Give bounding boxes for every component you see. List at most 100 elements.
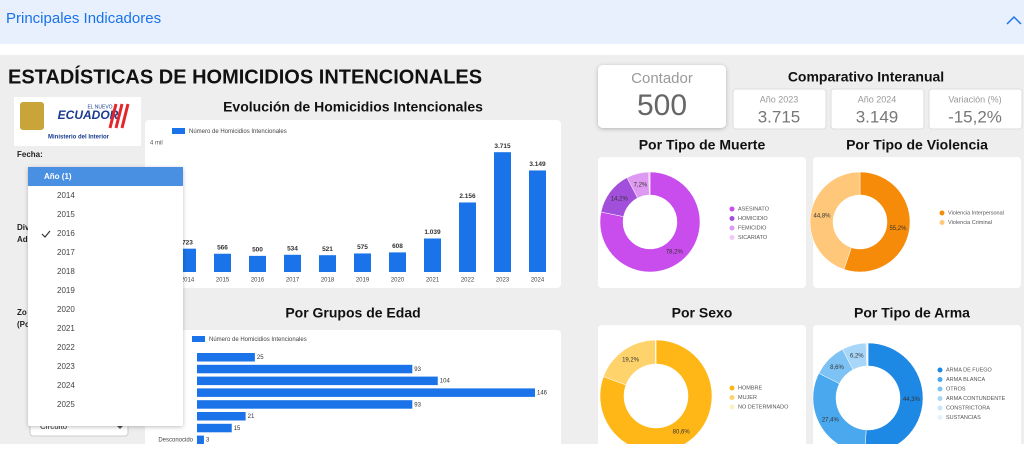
data-label: 27,4% [822,417,840,423]
collapse-icon[interactable] [1006,15,1022,25]
bar [284,254,301,272]
donut-slice [843,171,911,273]
x-tick-label: 2021 [426,278,440,284]
data-label: 3 [206,438,210,444]
comparison-label: Variación (%) [948,94,1001,104]
dropdown-item[interactable]: 2019 [57,286,75,295]
donut-slice [864,342,924,449]
comparison-box [928,88,1023,130]
legend-swatch [729,225,735,231]
legend-label: ARMA DE FUEGO [946,367,993,373]
legend-swatch [937,405,943,411]
x-tick-label: 2019 [356,278,370,284]
header-title: Principales Indicadores [6,10,161,27]
data-label: 44,8% [814,213,832,219]
logo-ministry: Ministerio del Interior [48,135,110,141]
x-tick-label: 2018 [321,278,335,284]
report-title: ESTADÍSTICAS DE HOMICIDIOS INTENCIONALES [8,65,482,88]
dropdown-item[interactable]: 2024 [57,381,75,390]
dropdown-item[interactable]: 2022 [57,343,75,352]
filter-label: Div [17,223,30,232]
dropdown-header[interactable] [28,167,183,186]
donut-slice [599,339,713,449]
legend-swatch [729,206,735,212]
dropdown-item[interactable]: 2014 [57,191,75,200]
chart-title: Evolución de Homicidios Intencionales [223,99,483,115]
dropdown-item[interactable]: 2016 [57,229,75,238]
legend-label: SICARIATO [738,235,768,241]
legend-swatch [937,415,943,420]
data-label: 19,2% [622,358,640,364]
legend-label: Número de Homicidios Intencionales [209,337,307,343]
data-label: 534 [287,245,298,252]
x-tick-label: 2023 [496,278,510,284]
chart-title: Por Tipo de Arma [854,305,970,321]
data-label: 80,6% [673,430,691,436]
donut-slice [648,171,651,196]
bar [389,252,406,272]
legend-swatch [729,395,735,400]
filter-label: Ad [17,235,28,244]
comparison-value: 3.149 [856,107,899,126]
y-tick-label: Desconocido [158,438,193,444]
filter-label: Fecha: [17,150,43,159]
dropdown-item[interactable]: 2020 [57,305,75,314]
x-tick-label: 2017 [286,278,300,284]
data-label: 566 [217,244,228,251]
dropdown[interactable]: Año (1) 2014 2015 2016 2017 2018 2019 2020 2021… [28,167,183,426]
chart-title: Por Grupos de Edad [285,305,420,321]
dropdown-item[interactable]: 2025 [57,400,75,409]
comparison-value: 3.715 [758,107,801,126]
bar [197,388,535,397]
legend-swatch [937,396,943,401]
data-label: 21 [248,414,255,420]
chart-title: Por Tipo de Violencia [846,137,988,153]
counter-value: 500 [637,89,687,122]
filter-label: Zo [17,308,27,317]
dropdown-header-label: Año (1) [44,172,72,181]
data-label: 521 [322,246,333,253]
logo-top: EL NUEVO [87,104,112,110]
dropdown-item[interactable]: 2015 [57,210,75,219]
legend-swatch [729,235,735,240]
select-arrow [117,426,123,429]
data-label: 44,3% [903,397,921,403]
legend-swatch [939,210,945,216]
header-bar[interactable] [0,0,1024,44]
x-tick-label: 2015 [216,278,230,284]
filter-label: (Po [17,320,30,329]
data-label: 3.715 [494,143,511,150]
legend-swatch [729,216,735,221]
bar [197,412,246,421]
counter-card [598,65,726,128]
card [145,120,561,288]
comparison-box [830,88,925,130]
bar [494,152,511,272]
legend-label: Número de Homicidios Intencionales [189,129,287,135]
data-label: 104 [440,379,451,385]
bar [529,170,546,272]
dropdown-item[interactable]: 2021 [57,324,75,333]
bar [319,255,336,272]
data-label: 14,2% [611,196,629,202]
legend-label: HOMICIDIO [738,216,768,222]
dropdown-item[interactable]: 2018 [57,267,75,276]
legend-label: SUSTANCIAS [946,415,981,421]
data-label: 575 [357,244,368,251]
data-label: 723 [182,239,193,246]
legend-label: NO DETERMINADO [738,404,789,410]
data-label: 93 [414,367,421,373]
dropdown-item[interactable]: 2023 [57,362,75,371]
data-label: 55,2% [889,226,907,232]
bar [197,423,232,433]
legend-swatch [939,220,945,225]
legend-swatch [729,404,735,410]
dropdown-panel [28,167,183,426]
comparison-label: Año 2023 [760,94,799,104]
dropdown-item[interactable]: 2017 [57,248,75,257]
legend-label: FEMICIDIO [738,225,767,231]
bar [179,248,196,272]
x-tick-label: 2014 [181,278,195,284]
